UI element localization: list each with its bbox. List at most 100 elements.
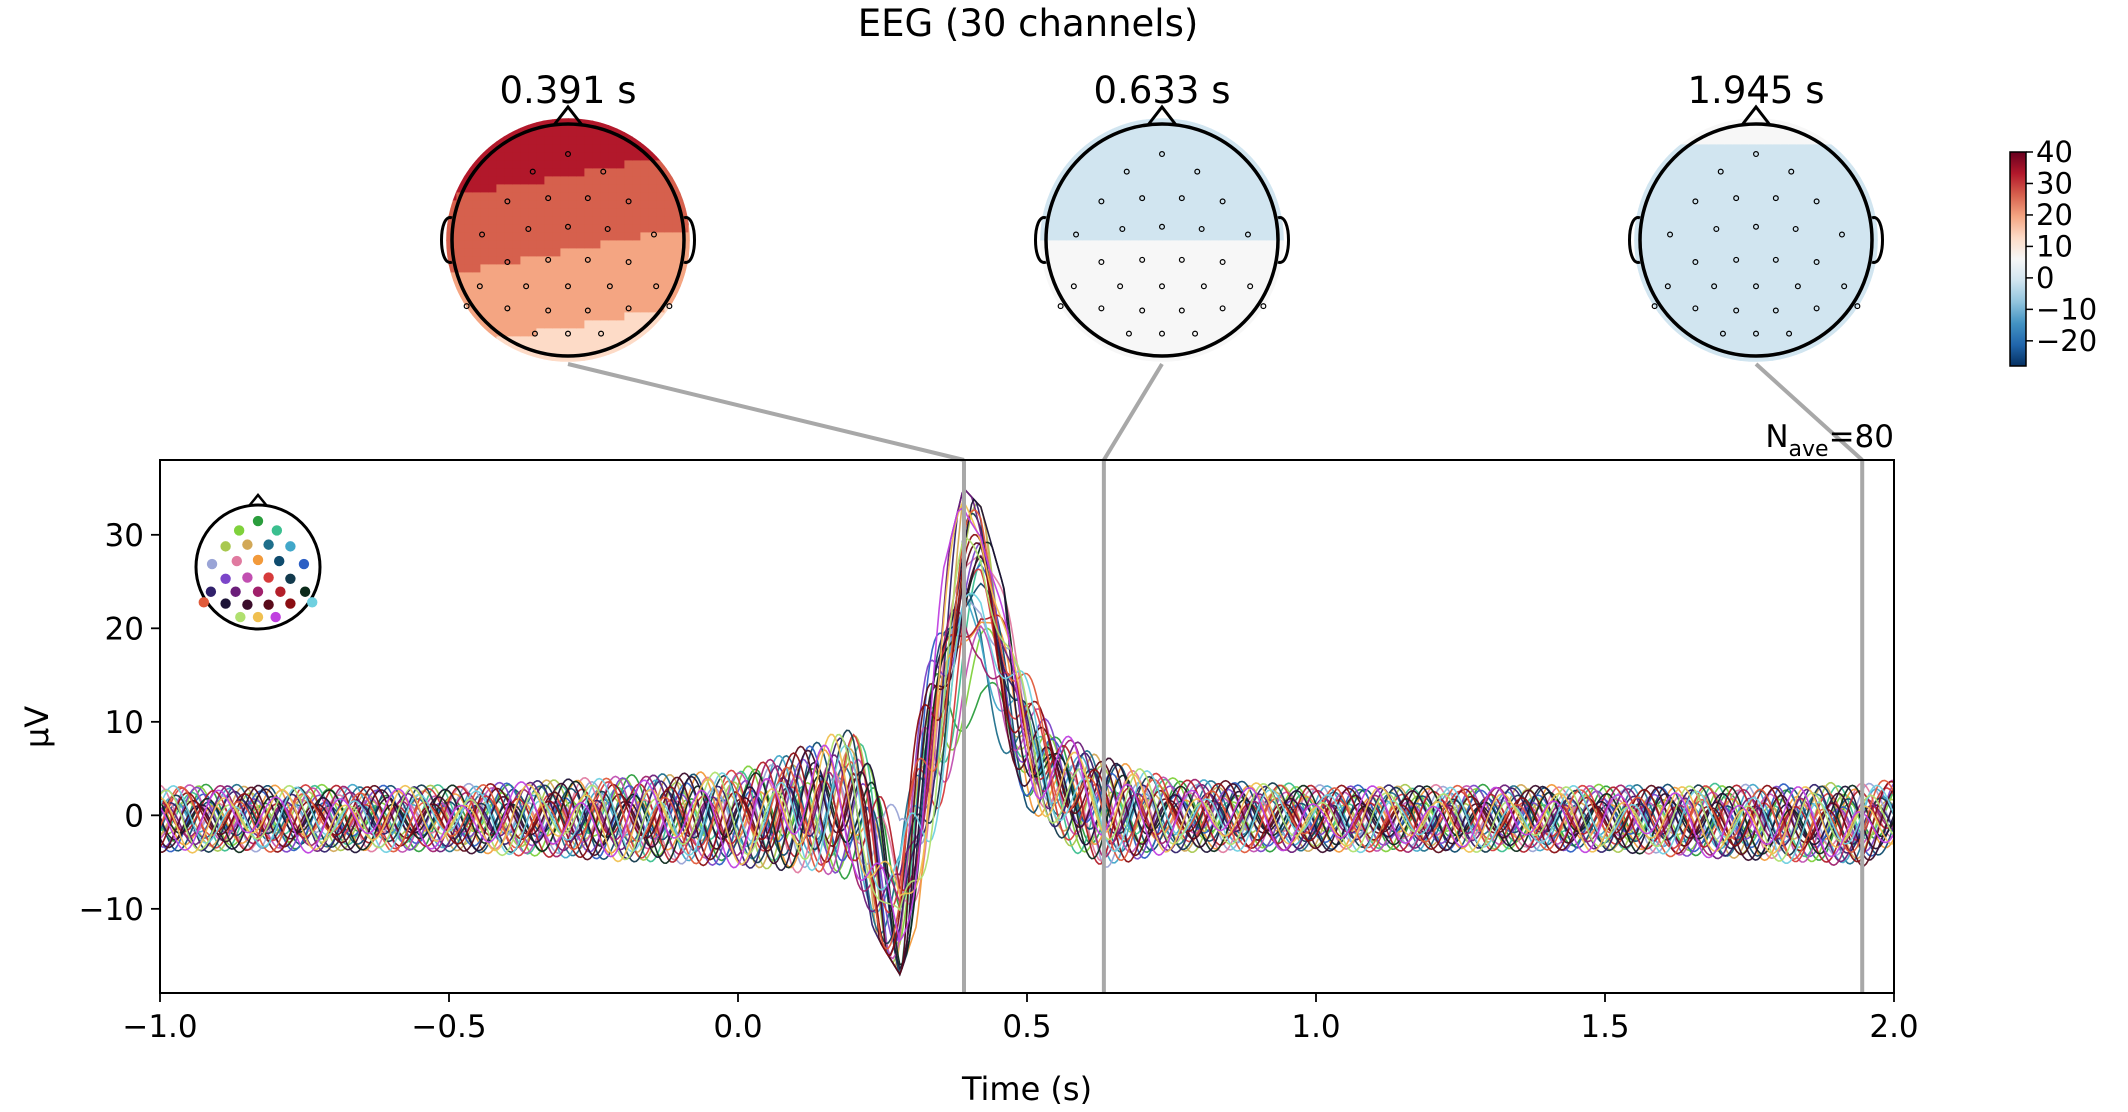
sensor-marker (1057, 303, 1064, 310)
sensor-marker (1073, 231, 1080, 238)
inset-nose (248, 493, 268, 507)
inset-sensor-dot (252, 586, 264, 597)
x-axis: −1.0 −0.5 0.0 0.5 1.0 1.5 2.0 (122, 993, 1919, 1045)
sensor-marker (529, 168, 536, 175)
inset-sensor-dot (242, 572, 253, 583)
channel-trace (160, 488, 1894, 957)
sensor-marker (1838, 231, 1845, 238)
colorbar-tick-label: 30 (2036, 166, 2073, 200)
inset-sensor-dot (220, 541, 231, 552)
sensor-marker (625, 259, 632, 266)
topomap-connector (1102, 362, 1164, 462)
x-tick-label: 2.0 (1869, 1009, 1918, 1045)
x-axis-label: Time (s) (961, 1070, 1092, 1108)
figure-title: EEG (30 channels) (858, 2, 1199, 45)
sensor-marker (504, 259, 511, 266)
sensor-marker (545, 307, 552, 314)
ear-outline (1628, 216, 1641, 264)
sensor-marker (545, 195, 552, 202)
channel-trace (160, 592, 1894, 891)
ear-outline (1034, 216, 1047, 264)
inset-sensor-dot (230, 586, 241, 597)
colorbar-tick-label: −10 (2036, 292, 2097, 326)
sensor-marker (650, 231, 657, 238)
x-tick-label: 0.5 (1002, 1009, 1051, 1045)
sensor-marker (1752, 151, 1759, 158)
colorbar-gradient (2010, 152, 2026, 366)
sensor-marker (525, 225, 532, 232)
sensor-marker (1244, 231, 1251, 238)
sensor-marker (1070, 283, 1077, 290)
sensor-marker (1219, 198, 1226, 205)
sensor-marker (1651, 303, 1658, 310)
x-tick-label: 1.0 (1291, 1009, 1340, 1045)
sensor-marker (653, 283, 660, 290)
topomap-field (1040, 118, 1284, 362)
sensor-marker (1711, 283, 1718, 290)
nave-suffix: =80 (1829, 419, 1894, 455)
sensor-marker (1178, 195, 1185, 202)
sensor-marker (523, 283, 530, 290)
sensor-marker (1692, 198, 1699, 205)
y-tick-label: 30 (105, 518, 144, 554)
sensor-marker (1125, 330, 1132, 337)
sensor-marker (1752, 283, 1759, 290)
ear-outline (683, 216, 696, 264)
butterfly-plot: −1.0 −0.5 0.0 0.5 1.0 1.5 2.0 30 20 10 0 −10 Time … (18, 459, 1919, 1108)
sensor-marker (1200, 283, 1207, 290)
topomaps: 0.391 s 0.633 s 1.945 s (440, 69, 1884, 362)
sensor-marker (1788, 168, 1795, 175)
topomap-connector (1754, 362, 1864, 462)
sensor-marker (1772, 256, 1779, 263)
y-tick-label: 10 (105, 705, 144, 741)
sensor-marker (1713, 225, 1720, 232)
ear-outline (1277, 216, 1290, 264)
colorbar-tick-label: 40 (2036, 135, 2073, 169)
sensor-marker (1733, 256, 1740, 263)
sensor-marker (564, 330, 571, 337)
nave-subscript: ave (1789, 437, 1829, 462)
sensor-marker (1098, 259, 1105, 266)
sensor-marker (1247, 283, 1254, 290)
channel-trace (160, 497, 1894, 971)
inset-sensor-dot (270, 611, 281, 623)
sensor-marker (1752, 330, 1759, 337)
y-tick-label: 0 (124, 798, 144, 834)
channel-trace (160, 554, 1894, 977)
sensor-marker (1158, 330, 1165, 337)
inset-sensor-dot (299, 586, 311, 597)
inset-sensor-dot (271, 525, 283, 536)
inset-sensor-dot (231, 555, 242, 567)
channel-trace (160, 502, 1894, 898)
sensor-marker (584, 256, 591, 263)
inset-sensor-dot (285, 598, 296, 609)
inset-sensor-dot (235, 611, 246, 623)
sensor-marker (1260, 303, 1267, 310)
inset-sensor-dot (252, 611, 264, 623)
sensor-marker (1772, 307, 1779, 314)
inset-sensor-dot (285, 541, 296, 552)
channel-trace (160, 507, 1894, 943)
sensor-marker (1158, 151, 1165, 158)
sensor-marker (1717, 168, 1724, 175)
topomap: 1.945 s (1628, 69, 1884, 362)
colorbar-frame (2009, 151, 2027, 367)
inset-sensor-dot (263, 539, 274, 550)
inset-sensor-dot (274, 555, 285, 567)
topomap: 0.391 s (440, 69, 696, 362)
inset-sensor-dot (306, 597, 318, 608)
sensor-marker (1664, 283, 1671, 290)
inset-sensor-dot (242, 599, 253, 610)
head-outline (450, 122, 686, 358)
nose-outline (1146, 104, 1178, 126)
y-tick-label: 20 (105, 611, 144, 647)
sensor-marker (1178, 256, 1185, 263)
sensor-marker (584, 195, 591, 202)
sensor-marker (606, 283, 613, 290)
colorbar-tick-label: 0 (2036, 261, 2054, 295)
topomap-connectors (567, 362, 1864, 462)
sensor-marker (1667, 231, 1674, 238)
inset-sensor-dot (285, 573, 296, 584)
sensor-marker (598, 330, 605, 337)
colorbar-tick-label: 20 (2036, 198, 2073, 232)
